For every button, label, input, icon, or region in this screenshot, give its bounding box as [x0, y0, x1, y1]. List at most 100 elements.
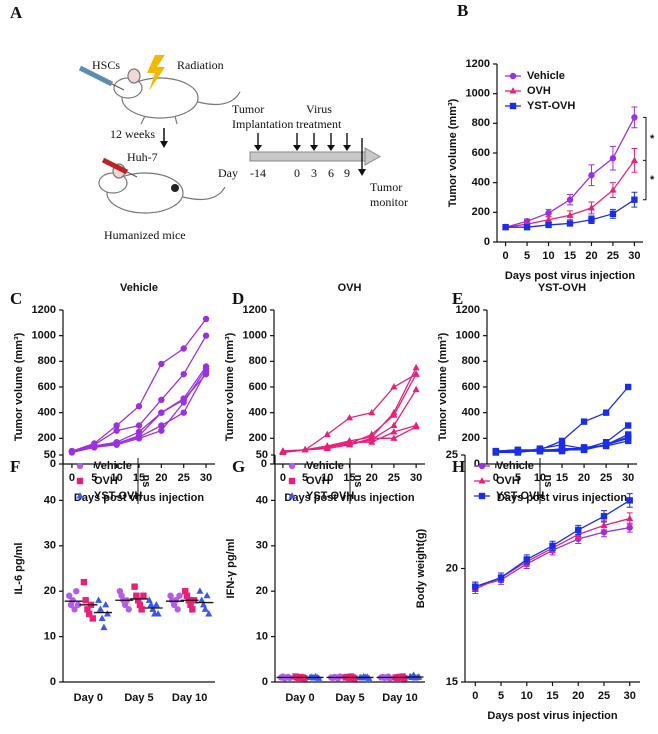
- marker: [390, 383, 398, 390]
- y-tick-label: 400: [462, 407, 480, 419]
- x-tick-label: 5: [524, 250, 530, 262]
- marker: [390, 428, 398, 435]
- marker: [609, 186, 617, 193]
- marker: [201, 605, 209, 612]
- marker: [89, 615, 96, 622]
- marker: [180, 399, 187, 406]
- marker: [549, 542, 556, 549]
- marker: [180, 409, 187, 416]
- x-axis-label: Days post virus injection: [74, 492, 204, 504]
- marker: [624, 383, 632, 391]
- label: HSCs: [92, 58, 120, 72]
- y-tick-label: 400: [38, 407, 56, 419]
- marker: [558, 441, 566, 448]
- y-tick-label: 600: [472, 147, 490, 159]
- label: Virus: [306, 102, 332, 116]
- marker: [69, 597, 76, 604]
- mouse-icon: [113, 68, 241, 125]
- x-tick-label: 0: [472, 690, 478, 702]
- x-tick-label: 0: [503, 250, 509, 262]
- marker: [95, 596, 103, 603]
- marker: [345, 413, 354, 421]
- marker: [98, 614, 106, 621]
- marker: [113, 441, 120, 448]
- y-tick-label: 1200: [243, 304, 267, 316]
- x-tick-label: 15: [133, 472, 145, 484]
- marker: [588, 216, 595, 223]
- marker: [624, 422, 632, 429]
- x-axis-label: Days post virus injection: [505, 270, 635, 282]
- label: Huh-7: [127, 150, 158, 164]
- y-tick-label: 800: [462, 355, 480, 367]
- marker: [86, 610, 93, 618]
- marker: [575, 526, 582, 534]
- annotation: ns: [542, 475, 554, 488]
- marker: [196, 587, 204, 594]
- x-tick-label: 10: [542, 250, 554, 262]
- marker: [301, 675, 308, 682]
- marker: [631, 196, 638, 203]
- label: Tumor: [232, 102, 264, 116]
- marker: [172, 597, 180, 604]
- legend-label: YST-OVH: [496, 490, 544, 502]
- marker: [630, 156, 638, 163]
- label: Day: [218, 166, 238, 180]
- panel-a: A HSCs Radiation 12 weeks: [10, 3, 408, 242]
- y-tick-label: 20: [256, 585, 268, 597]
- marker: [301, 446, 309, 453]
- marker: [478, 462, 486, 470]
- panel-letter: C: [10, 289, 22, 308]
- y-tick-label: 200: [462, 432, 480, 444]
- panel-letter: B: [457, 1, 468, 20]
- y-tick-label: 1200: [456, 304, 480, 316]
- marker: [76, 462, 84, 470]
- annotation: *: [650, 174, 655, 186]
- marker: [158, 360, 165, 368]
- marker: [183, 592, 191, 599]
- marker: [152, 600, 160, 608]
- marker: [113, 427, 120, 434]
- label: Tumor: [370, 180, 402, 194]
- y-tick-label: 0: [261, 458, 267, 470]
- x-tick-label: 15: [564, 250, 576, 262]
- marker: [502, 223, 509, 231]
- marker: [180, 370, 187, 378]
- y-tick-label: 20: [44, 585, 56, 597]
- y-tick-label: 50: [44, 449, 56, 461]
- marker: [174, 606, 181, 613]
- legend-label: Vehicle: [306, 460, 344, 472]
- y-axis-label: IFN-γ pg/ml: [225, 539, 237, 599]
- x-tick-label: 25: [607, 250, 619, 262]
- marker: [182, 588, 189, 595]
- marker: [136, 601, 144, 609]
- legend-label: YST-OVH: [527, 100, 575, 112]
- marker: [288, 462, 296, 470]
- x-tick-label: 20: [578, 472, 590, 484]
- chart-title: Vehicle: [120, 282, 158, 294]
- y-tick-label: 400: [472, 177, 490, 189]
- legend-label: OVH: [496, 475, 520, 487]
- marker: [125, 606, 132, 613]
- x-tick-label: 5: [498, 690, 504, 702]
- marker: [202, 332, 210, 339]
- x-tick-label: 30: [628, 250, 640, 262]
- marker: [68, 447, 76, 455]
- marker: [609, 210, 617, 218]
- marker: [390, 411, 398, 418]
- legend-label: Vehicle: [496, 460, 534, 472]
- marker: [80, 578, 88, 586]
- marker: [545, 215, 553, 223]
- y-tick-label: 30: [44, 540, 56, 552]
- marker: [135, 403, 143, 410]
- x-tick-label: Day 0: [285, 692, 314, 704]
- x-tick-label: 25: [598, 690, 610, 702]
- x-tick-label: Day 5: [335, 692, 364, 704]
- y-tick-label: 30: [256, 540, 268, 552]
- marker: [158, 409, 165, 416]
- panel-letter: F: [10, 457, 20, 476]
- label: 12 weeks: [110, 127, 155, 141]
- marker: [536, 446, 544, 454]
- x-tick-label: 25: [388, 472, 400, 484]
- y-tick-label: 200: [38, 432, 56, 444]
